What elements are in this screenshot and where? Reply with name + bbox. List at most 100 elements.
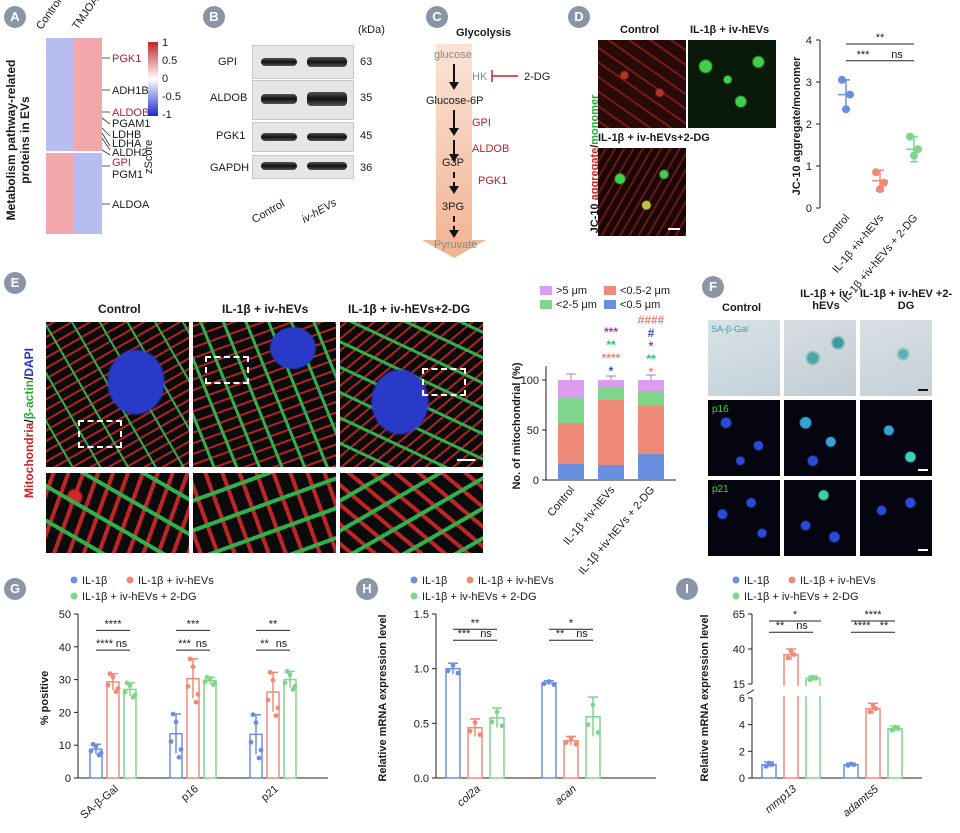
sig-label: ** — [880, 620, 889, 632]
wb-lane-control: Control — [250, 197, 287, 226]
e-sig-star: * — [649, 339, 654, 353]
data-point — [96, 752, 102, 758]
d-ytick-label: 4 — [806, 35, 812, 47]
chart-h-ylabel: Relative mRNA expression level — [377, 614, 389, 781]
svg-text:GPI: GPI — [472, 117, 491, 129]
e-xtick-label: Control — [545, 484, 577, 519]
svg-text:1: 1 — [162, 37, 168, 49]
data-point — [541, 681, 547, 687]
f-p21-2dg — [860, 480, 932, 556]
heatmap-block-top-control — [46, 38, 74, 151]
ytick-label: 2 — [739, 746, 745, 758]
wb-blot-gapdh — [252, 155, 354, 179]
sig-label: ns — [576, 628, 588, 640]
data-point — [450, 662, 456, 668]
data-point — [187, 656, 193, 662]
ytick-label: 15 — [733, 679, 745, 691]
f-col-il1b-ivhevs: IL-1β + iv-hEVs — [800, 288, 852, 312]
e-zoom-control — [46, 473, 189, 553]
d-ytick-label: 1 — [806, 161, 812, 173]
e-sig-star: #### — [638, 313, 665, 327]
legend-dot — [410, 576, 418, 584]
bar — [541, 682, 557, 779]
f-row-p21: p21 — [712, 484, 729, 495]
ytick-label: 0.5 — [414, 718, 429, 730]
data-point — [848, 761, 854, 767]
d-point — [906, 132, 914, 141]
e-sig-star: **** — [602, 351, 621, 365]
e-label-il1b-ivhevs: IL-1β + iv-hEVs — [222, 302, 309, 316]
sig-label: **** — [104, 618, 122, 630]
wb-lane-ivhevs: iv-hEVs — [300, 196, 339, 226]
data-point — [551, 682, 557, 688]
wb-blot-pgk1 — [252, 122, 354, 152]
bar — [123, 688, 137, 779]
data-point — [265, 697, 271, 703]
xtick-label: p16 — [179, 783, 201, 804]
ytick-label: 1.5 — [414, 609, 429, 621]
heatmap-col-tmjoa: TMJOA — [70, 0, 102, 32]
d-point — [880, 178, 888, 187]
e-zoom-2dg — [340, 473, 483, 553]
legend-label: IL-1β + iv-hEVs — [800, 575, 876, 587]
chart-d-ylabel: JC-10 aggregate/monomer — [791, 56, 803, 195]
heatmap-gene-labels: PGK1 ADH1B ALDOB PGAM1 LDHB LDHA ALDH2 G… — [101, 53, 151, 211]
data-point — [178, 747, 184, 752]
ytick-label: 20 — [59, 707, 71, 719]
svg-text:-0.5: -0.5 — [162, 91, 181, 103]
data-point — [499, 723, 505, 729]
data-point — [267, 669, 273, 675]
panel-badge-h: H — [356, 578, 378, 600]
d-point — [910, 151, 918, 160]
chart-i-ylabel: Relative mRNA expression level — [699, 614, 711, 781]
e-bar-segment — [598, 465, 624, 480]
data-point — [173, 719, 179, 725]
f-sagal-il1b-ivhevs — [784, 320, 856, 396]
ytick-label: 65 — [733, 609, 745, 621]
xtick-label: col2a — [455, 783, 483, 809]
data-point — [573, 741, 579, 747]
wb-label-pgk1: PGK1 — [216, 130, 246, 142]
f-sagal-control: SA-β-Gal — [708, 320, 780, 396]
bar — [106, 681, 120, 779]
e-bar-segment — [598, 380, 624, 387]
sig-label: ns — [116, 638, 128, 650]
data-point — [284, 669, 290, 674]
ytick-label: 40 — [733, 644, 745, 656]
e-sig-star: # — [648, 326, 655, 340]
bar — [865, 707, 881, 779]
data-point — [595, 730, 601, 735]
data-point — [190, 664, 196, 670]
data-point — [256, 755, 262, 761]
data-point — [170, 711, 176, 717]
e-zoom-il1b-ivhevs — [193, 473, 336, 553]
data-point — [766, 760, 772, 766]
data-point — [107, 671, 113, 677]
ytick-label: 6 — [739, 693, 745, 705]
data-point — [546, 679, 552, 684]
data-point — [270, 677, 276, 683]
data-point — [867, 709, 873, 715]
d-point — [914, 145, 922, 154]
glycolysis-diagram: Glycolysis glucose HK 2-DG Glucose-6P GP… — [422, 27, 550, 258]
data-point — [494, 709, 500, 715]
wb-kda-gpi: 63 — [360, 56, 373, 68]
data-point — [568, 735, 574, 741]
e-bar-segment — [558, 380, 584, 398]
data-point — [248, 739, 254, 745]
chart-i: IL-1β IL-1β + iv-hEVs IL-1β + iv-hEVs + 2-… — [699, 575, 924, 819]
bar — [203, 679, 217, 779]
panel-badge-e: E — [4, 272, 26, 294]
data-point — [185, 684, 191, 689]
legend-label: IL-1β + iv-hEVs — [478, 575, 554, 587]
d-ytick-label: 0 — [806, 203, 812, 215]
sig-label: ** — [471, 617, 480, 629]
svg-text:Glucose-6P: Glucose-6P — [426, 95, 483, 107]
xtick-label: acan — [553, 783, 579, 808]
sig-label: **** — [853, 620, 871, 632]
ytick-label: 0 — [65, 773, 71, 785]
data-point — [563, 740, 569, 745]
data-point — [785, 655, 791, 661]
data-point — [455, 670, 461, 676]
d-sig-label: *** — [857, 49, 871, 61]
